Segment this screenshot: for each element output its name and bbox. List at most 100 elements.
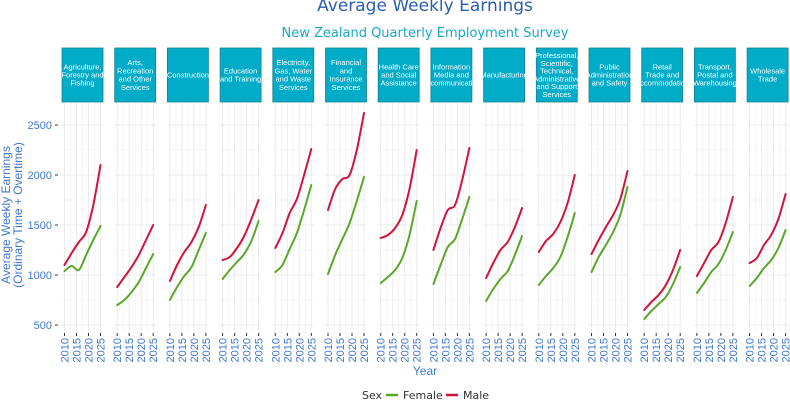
female-series-line (485, 235, 524, 302)
male-series-line (537, 174, 576, 253)
x-tick-label: 2025 (517, 338, 529, 362)
x-tick-label: 2010 (692, 338, 704, 362)
facet-strip (166, 47, 209, 103)
legend-title: Sex (362, 389, 383, 400)
facet-strip-label: Insurance (330, 75, 363, 84)
x-tick-label: 2025 (464, 338, 476, 362)
y-tick-label: 1000 (28, 270, 52, 282)
facet-strip-label: Assistance (381, 79, 417, 88)
facet-strip (377, 47, 420, 103)
facet-strip-label: Professional, (535, 51, 578, 60)
x-tick-label: 2010 (481, 338, 493, 362)
x-tick-label: 2015 (599, 338, 611, 362)
female-series-line (590, 186, 629, 273)
facet-strip-label: and Support (536, 82, 578, 91)
facet-strip (219, 47, 262, 103)
female-series-line (695, 231, 734, 294)
male-series-line (168, 204, 207, 282)
facet-strip-label: and Safety (592, 79, 628, 88)
facet-strip-label: Scientific, (541, 59, 573, 68)
x-tick-label: 2020 (769, 338, 781, 362)
x-tick-label: 2025 (96, 338, 108, 362)
x-tick-label: 2015 (651, 338, 663, 362)
facet-strip-label: Transport, (698, 62, 732, 71)
facet-strip-label: Arts, (127, 58, 142, 67)
facet-strip-label: Administrative (533, 74, 580, 83)
x-tick-label: 2020 (400, 338, 412, 362)
chart-subtitle: New Zealand Quarterly Employment Survey (282, 26, 569, 41)
x-tick-label: 2010 (376, 338, 388, 362)
x-tick-label: 2020 (136, 338, 148, 362)
facet-strip-label: Recreation (117, 66, 153, 75)
facet-strip (694, 47, 736, 103)
x-tick-label: 2015 (388, 338, 400, 362)
x-tick-label: 2015 (72, 338, 84, 362)
facet-strip-label: and Other (119, 75, 153, 84)
facet-strip-label: Media and (434, 71, 469, 80)
x-tick-label: 2025 (570, 338, 582, 362)
facet-panel: Professional,Scientific,Technical,Admini… (533, 47, 582, 362)
x-tick-label: 2025 (675, 338, 687, 362)
x-tick-label: 2010 (60, 338, 72, 362)
x-tick-label: 2015 (493, 338, 505, 362)
facet-strip-label: Accommodation (635, 79, 689, 88)
facet-strip-label: Fishing (70, 79, 94, 88)
x-tick-label: 2015 (704, 338, 716, 362)
x-tick-label: 2020 (611, 338, 623, 362)
facet-strip (114, 47, 157, 103)
x-tick-label: 2015 (177, 338, 189, 362)
facet-strip-label: Electricity, (276, 58, 310, 67)
facet-panel: Construction 2010 2015 2020 2025 (165, 47, 213, 362)
y-axis-title-line-1: Average Weekly Earnings (0, 146, 13, 284)
facet-strip-label: Trade (758, 75, 777, 84)
male-series-line (221, 199, 260, 261)
female-series-line (537, 212, 576, 286)
x-tick-label: 2010 (428, 338, 440, 362)
facet-strip-label: and Waste (276, 75, 312, 84)
female-series-line (168, 232, 207, 301)
facet-strip (641, 47, 684, 103)
x-tick-label: 2010 (165, 338, 177, 362)
chart-title: Average Weekly Earnings (317, 0, 533, 16)
facet-strip (483, 47, 526, 103)
female-series-line (643, 266, 682, 320)
legend-male-label: Male (463, 389, 489, 400)
y-tick-label: 1500 (28, 220, 52, 232)
x-tick-label: 2010 (112, 338, 124, 362)
facet-strip-label: Postal and (697, 71, 732, 80)
x-tick-label: 2025 (148, 338, 160, 362)
facet-strip-label: Forestry and (61, 71, 103, 80)
x-tick-label: 2020 (452, 338, 464, 362)
male-series-line (695, 196, 734, 277)
legend-female-label: Female (403, 389, 443, 400)
male-series-line (590, 170, 629, 255)
facet-strip-label: Services (121, 83, 150, 92)
facet-strip (430, 47, 473, 103)
facet-strip-label: Gas, Water (274, 66, 312, 75)
x-tick-label: 2010 (218, 338, 230, 362)
facet-strip-label: Public (599, 62, 620, 71)
facet-strip-label: Agriculture, (64, 62, 102, 71)
male-series-line (485, 207, 524, 279)
male-series-line (116, 224, 155, 288)
x-axis-title: Year (413, 364, 437, 378)
female-series-line (379, 200, 418, 284)
x-tick-label: 2020 (716, 338, 728, 362)
x-tick-label: 2020 (189, 338, 201, 362)
facet-strip-label: and Training (220, 75, 261, 84)
x-tick-label: 2015 (282, 338, 294, 362)
y-tick-label: 2500 (28, 120, 52, 132)
male-series-line (643, 249, 682, 311)
x-tick-label: 2025 (412, 338, 424, 362)
x-tick-label: 2015 (335, 338, 347, 362)
x-tick-label: 2025 (201, 338, 213, 362)
x-tick-label: 2020 (294, 338, 306, 362)
